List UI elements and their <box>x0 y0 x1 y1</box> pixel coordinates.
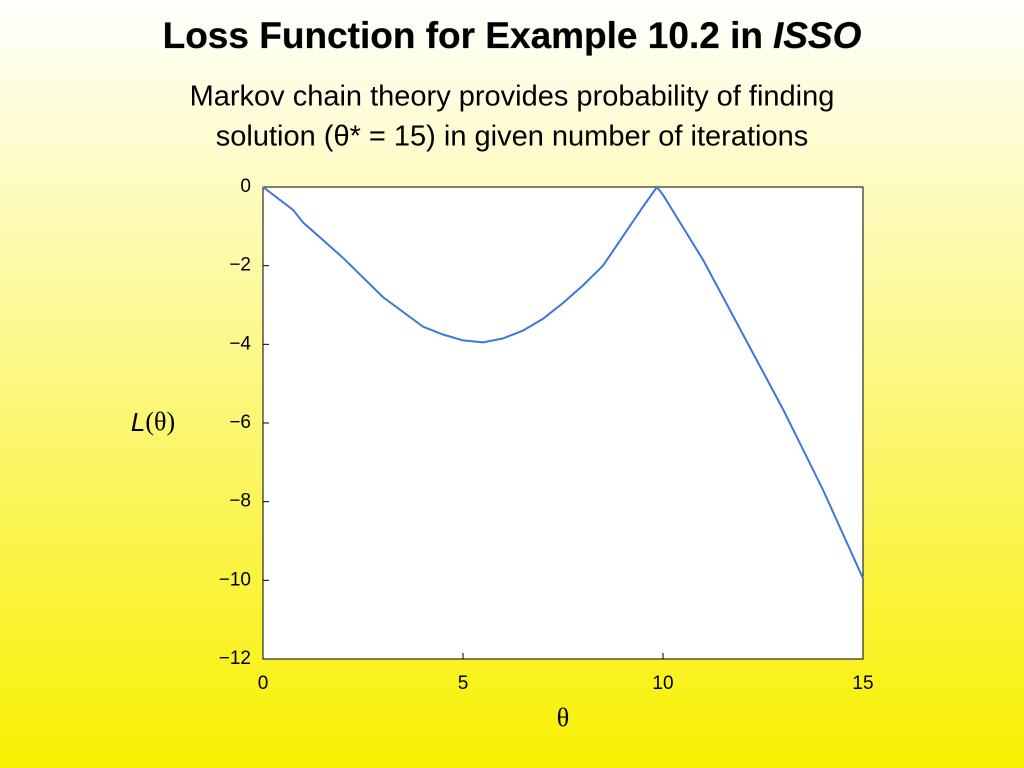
y-tick-label: −8 <box>229 491 251 512</box>
y-axis-label: L(θ) <box>131 407 175 437</box>
loss-curve <box>262 185 864 579</box>
x-axis-label: θ <box>557 703 569 732</box>
title-italic: ISSO <box>773 15 862 56</box>
y-tick-label: −10 <box>219 569 251 590</box>
title-text: Loss Function for Example 10.2 in <box>163 15 763 56</box>
chart-title: Loss Function for Example 10.2 in ISSO <box>163 15 862 56</box>
y-tick-label: 0 <box>240 176 251 197</box>
y-label-italic: L <box>131 407 145 437</box>
y-tick-label: −6 <box>229 412 251 433</box>
y-tick-label: −12 <box>219 648 251 669</box>
y-label-text: (θ) <box>145 407 175 436</box>
x-tick-label: 10 <box>652 673 673 694</box>
x-tick-label: 15 <box>852 673 873 694</box>
x-tick-label: 5 <box>458 673 469 694</box>
y-tick-label: −4 <box>229 333 251 354</box>
subtitle: Markov chain theory provides probability… <box>190 81 835 113</box>
y-tick-label: −2 <box>229 255 251 276</box>
plot-area <box>262 186 864 660</box>
x-tick-label: 0 <box>258 673 269 694</box>
subtitle: solution (θ* = 15) in given number of it… <box>216 121 808 153</box>
